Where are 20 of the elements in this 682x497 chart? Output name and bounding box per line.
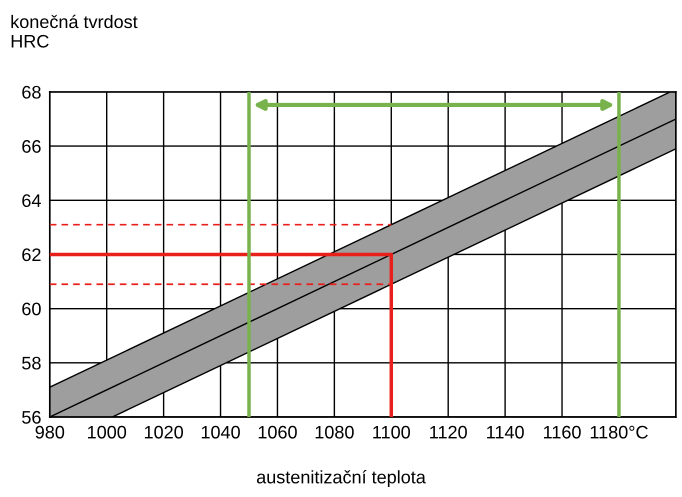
y-tick-label: 56 [22,410,41,424]
y-tick-label: 68 [22,86,41,99]
y-tick-label: 58 [22,356,41,370]
y-tick-label: 64 [22,194,41,208]
x-tick-label: 1120 [430,426,467,439]
y-tick-label: 66 [22,140,41,153]
x-axis-title: austenitizační teplota [256,470,426,488]
x-tick-label: 1140 [487,426,524,439]
y-tick-label: 62 [22,248,41,262]
y-tick-label: 60 [22,302,41,316]
y-axis-title: konečná tvrdost HRC [11,14,138,48]
x-tick-label: 1080 [316,426,354,439]
x-tick-label: 1020 [144,426,183,439]
x-tick-label: 1000 [88,426,126,439]
x-tick-label: 1100 [373,426,410,439]
x-tick-label: 1060 [258,426,297,439]
x-tick-label: 1180°C [590,426,648,439]
x-tick-label: 980 [36,426,64,439]
x-tick-label: 1040 [202,426,240,439]
x-tick-label: 1160 [544,426,581,439]
